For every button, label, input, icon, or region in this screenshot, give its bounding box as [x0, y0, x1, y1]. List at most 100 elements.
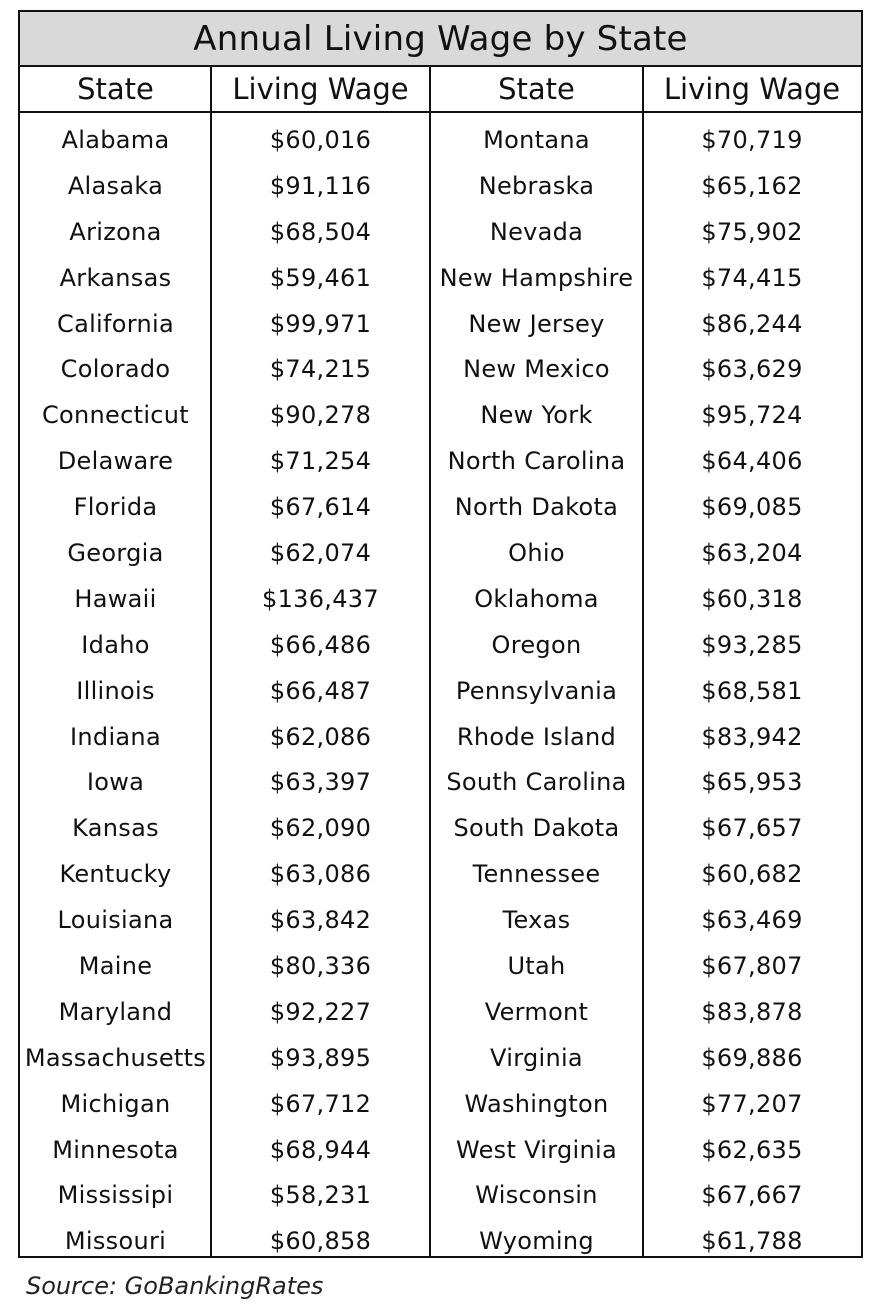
- table-row: Georgia $62,074 Ohio $63,204: [20, 530, 861, 576]
- state-left-cell: Massachusetts: [24, 1043, 207, 1072]
- state-right-cell: South Carolina: [446, 768, 627, 797]
- wage-left-cell: $59,461: [269, 263, 372, 292]
- state-left-cell: Georgia: [67, 538, 164, 567]
- table-row: Colorado $74,215 New Mexico $63,629: [20, 346, 861, 392]
- wage-left-cell: $91,116: [269, 171, 372, 200]
- state-left-cell: Indiana: [70, 722, 161, 751]
- state-left-cell: Illinois: [76, 676, 155, 705]
- header-state-right: State: [498, 72, 575, 106]
- wage-left-cell: $62,086: [269, 722, 372, 751]
- state-left-cell: Minnesota: [52, 1135, 179, 1164]
- state-left-cell: Arkansas: [59, 263, 172, 292]
- state-left-cell: Alabama: [61, 125, 170, 154]
- wage-right-cell: $67,807: [701, 951, 803, 980]
- state-right-cell: Tennessee: [472, 860, 601, 889]
- state-left-cell: Alasaka: [67, 171, 164, 200]
- state-right-cell: New York: [480, 401, 593, 430]
- wage-left-cell: $68,504: [269, 217, 372, 246]
- wage-left-cell: $93,895: [269, 1043, 372, 1072]
- state-right-cell: New Hampshire: [439, 263, 634, 292]
- wage-right-cell: $93,285: [701, 630, 803, 659]
- state-right-cell: Vermont: [484, 997, 589, 1026]
- state-right-cell: Oklahoma: [474, 584, 599, 613]
- state-right-cell: Washington: [464, 1089, 609, 1118]
- table-row: Idaho $66,486 Oregon $93,285: [20, 622, 861, 668]
- table-row: Florida $67,614 North Dakota $69,085: [20, 484, 861, 530]
- state-left-cell: Connecticut: [41, 401, 190, 430]
- wage-left-cell: $67,614: [269, 493, 372, 522]
- state-right-cell: North Dakota: [454, 493, 619, 522]
- table-row: Maryland $92,227 Vermont $83,878: [20, 989, 861, 1035]
- wage-left-cell: $58,231: [269, 1181, 372, 1210]
- state-left-cell: Maine: [78, 951, 153, 980]
- wage-left-cell: $66,486: [269, 630, 372, 659]
- state-left-cell: Hawaii: [74, 584, 157, 613]
- wage-right-cell: $61,788: [701, 1227, 803, 1256]
- state-right-cell: Oregon: [491, 630, 582, 659]
- state-right-cell: Virginia: [490, 1043, 583, 1072]
- table-row: Iowa $63,397 South Carolina $65,953: [20, 759, 861, 805]
- state-right-cell: New Mexico: [463, 355, 610, 384]
- state-right-cell: Nebraska: [478, 171, 595, 200]
- state-right-cell: Utah: [507, 951, 566, 980]
- wage-right-cell: $75,902: [701, 217, 803, 246]
- state-right-cell: Montana: [483, 125, 590, 154]
- table-row: Michigan $67,712 Washington $77,207: [20, 1081, 861, 1127]
- table-row: Hawaii $136,437 Oklahoma $60,318: [20, 576, 861, 622]
- state-left-cell: Colorado: [60, 355, 171, 384]
- wage-right-cell: $70,719: [701, 125, 803, 154]
- state-right-cell: Wisconsin: [475, 1181, 598, 1210]
- wage-right-cell: $63,629: [701, 355, 803, 384]
- wage-right-cell: $65,162: [701, 171, 803, 200]
- state-right-cell: Pennsylvania: [455, 676, 618, 705]
- table-row: Alabama $60,016 Montana $70,719: [20, 117, 861, 163]
- header-wage-left: Living Wage: [232, 72, 409, 106]
- state-right-cell: South Dakota: [453, 814, 620, 843]
- wage-right-cell: $86,244: [701, 309, 803, 338]
- wage-left-cell: $90,278: [269, 401, 372, 430]
- header-state-left: State: [77, 72, 154, 106]
- source-note: Source: GoBankingRates: [26, 1272, 324, 1300]
- state-left-cell: Missouri: [64, 1227, 167, 1256]
- table-body: Alabama $60,016 Montana $70,719 Alasaka $91,1…: [20, 113, 861, 1264]
- wage-left-cell: $63,397: [269, 768, 372, 797]
- wage-left-cell: $60,016: [269, 125, 372, 154]
- state-right-cell: Ohio: [508, 538, 565, 567]
- header-wage-right: Living Wage: [663, 72, 841, 106]
- wage-right-cell: $67,667: [701, 1181, 803, 1210]
- wage-left-cell: $62,074: [269, 538, 372, 567]
- wage-right-cell: $65,953: [701, 768, 803, 797]
- wage-left-cell: $74,215: [269, 355, 372, 384]
- wage-left-cell: $99,971: [269, 309, 372, 338]
- table-row: Illinois $66,487 Pennsylvania $68,581: [20, 668, 861, 714]
- wage-right-cell: $83,942: [701, 722, 803, 751]
- state-left-cell: Maryland: [58, 997, 173, 1026]
- table-row: Delaware $71,254 North Carolina $64,406: [20, 438, 861, 484]
- wage-right-cell: $69,085: [701, 493, 803, 522]
- wage-left-cell: $136,437: [262, 584, 379, 613]
- table-row: Kansas $62,090 South Dakota $67,657: [20, 805, 861, 851]
- wage-right-cell: $62,635: [701, 1135, 803, 1164]
- table-row: Maine $80,336 Utah $67,807: [20, 943, 861, 989]
- table-row: Massachusetts $93,895 Virginia $69,886: [20, 1035, 861, 1081]
- state-right-cell: Texas: [502, 906, 571, 935]
- wage-left-cell: $60,858: [269, 1227, 372, 1256]
- state-left-cell: Mississipi: [57, 1181, 174, 1210]
- wage-right-cell: $63,469: [701, 906, 803, 935]
- wage-right-cell: $77,207: [701, 1089, 803, 1118]
- state-right-cell: Nevada: [489, 217, 584, 246]
- state-right-cell: West Virginia: [455, 1135, 618, 1164]
- wage-left-cell: $92,227: [269, 997, 372, 1026]
- state-left-cell: Delaware: [57, 447, 174, 476]
- state-left-cell: Iowa: [86, 768, 145, 797]
- table-row: Indiana $62,086 Rhode Island $83,942: [20, 714, 861, 760]
- header-row: State Living Wage State Living Wage: [20, 67, 861, 113]
- table-row: Missouri $60,858 Wyoming $61,788: [20, 1218, 861, 1264]
- wage-left-cell: $71,254: [269, 447, 372, 476]
- state-left-cell: Idaho: [81, 630, 150, 659]
- wage-right-cell: $74,415: [701, 263, 803, 292]
- wage-right-cell: $63,204: [701, 538, 803, 567]
- state-left-cell: Kentucky: [59, 860, 172, 889]
- table-row: Alasaka $91,116 Nebraska $65,162: [20, 163, 861, 209]
- state-left-cell: Michigan: [60, 1089, 171, 1118]
